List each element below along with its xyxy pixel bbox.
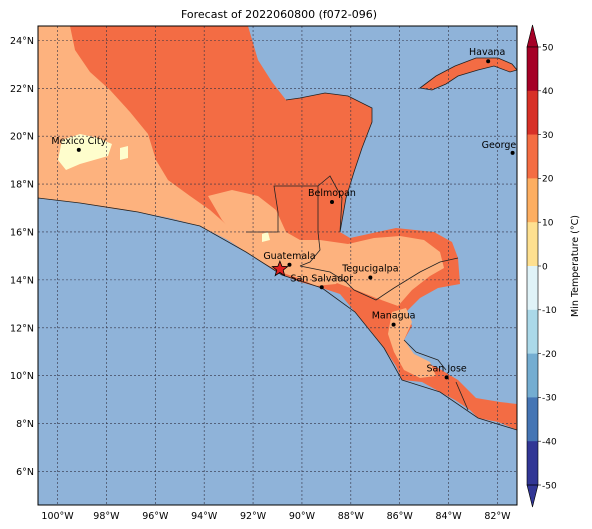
colorbar-segment [527,441,538,486]
colorbar: 50 40 30 20 10 0 -10 -20 -30 -40 -50 [526,24,557,508]
latitude-label: 20°N [10,132,34,143]
longitude-label: 100°W [41,511,74,522]
city-label: Guatemala [263,251,315,262]
band-spot-mexico-plateau [58,134,112,170]
colorbar-segment [527,90,538,135]
city-dot [510,150,515,155]
city-dot [444,375,449,380]
map-frame [37,25,518,506]
city-dot [287,262,292,267]
colorbar-tick-label: -30 [542,394,557,404]
city-markers: Havana Mexico City George Tov Belmopan Guate… [51,47,536,380]
colorbar-extend-bottom [526,484,539,508]
border-honduras-elsalvador [299,265,355,291]
border-guatemala-honduras [299,231,321,267]
longitude-label: 88°W [338,511,365,522]
map-panel: Havana Mexico City George Tov Belmopan Guate… [38,26,536,505]
longitude-label: 96°W [142,511,169,522]
colorbar-segment [527,309,538,354]
colorbar-tick-label: -10 [542,306,557,316]
longitude-label: 84°W [435,511,462,522]
colorbar-tick-label: 0 [542,262,548,272]
colorbar-segment [527,353,538,398]
latitude-label: 14°N [10,275,34,286]
city-dot [391,322,396,327]
city-dot [329,200,334,205]
latitude-label: 12°N [10,323,34,334]
colorbar-tick-label: 10 [542,219,554,229]
colorbar-label: Min Temperature (°C) [570,215,581,317]
colorbar-segment [527,47,538,92]
colorbar-tick-label: -20 [542,350,557,360]
city-label: George Tov [482,140,536,151]
city-dot [319,285,324,290]
latitude-label: 16°N [10,227,34,238]
highlight-star-marker [271,259,289,277]
band-spot-guatemala [262,232,270,242]
latitude-tick-labels: 24°N 22°N 20°N 18°N 16°N 14°N 12°N 10°N 8°N 6°N [10,36,34,478]
band-region-guatemala-highlands [208,190,444,306]
latitude-label: 10°N [10,371,34,382]
city-label: Havana [469,47,505,58]
temperature-band-0-10 [58,134,270,242]
colorbar-tick-label: 40 [542,87,554,97]
city-label: San Jose [426,363,466,374]
colorbar-tick-label: -50 [542,481,557,491]
colorbar-tick-label: 20 [542,175,554,185]
longitude-label: 86°W [387,511,414,522]
colorbar-tick-label: 50 [542,43,554,53]
colorbar-segment [527,397,538,442]
coastline-yucatan [285,92,373,233]
city-label: San Salvador [290,273,353,284]
latitude-label: 8°N [16,419,34,430]
longitude-label: 90°W [289,511,316,522]
colorbar-tick-label: -40 [542,438,557,448]
colorbar-segment [527,178,538,223]
longitude-tick-labels: 100°W 98°W 96°W 94°W 92°W 90°W 88°W 86°W 84°W 82°… [41,511,511,522]
border-belize [317,175,343,233]
figure-title: Forecast of 2022060800 (f072-096) [181,8,377,21]
longitude-label: 82°W [484,511,511,522]
city-dot [368,275,373,280]
band-spot-mexico-small [120,146,128,160]
city-dot [76,147,81,152]
latitude-label: 22°N [10,84,34,95]
band-region-nicaragua [388,308,436,378]
colorbar-segment [527,222,538,267]
city-label: Mexico City [51,136,106,147]
latitude-label: 24°N [10,36,34,47]
longitude-label: 98°W [93,511,120,522]
city-label: Managua [372,311,416,322]
border-mexico-guatemala [246,185,319,233]
colorbar-extend-top [526,24,539,48]
coastline-cuba [419,57,517,91]
colorbar-segment [527,266,538,311]
city-dot [486,59,491,64]
city-label: Tegucigalpa [341,263,398,274]
border-nicaragua-costarica [403,339,447,371]
longitude-label: 92°W [240,511,267,522]
longitude-label: 94°W [191,511,218,522]
latitude-label: 6°N [16,467,34,478]
border-costarica-panama [455,381,469,411]
colorbar-tick-label: 30 [542,131,554,141]
colorbar-segment [527,134,538,179]
city-label: Belmopan [308,188,356,199]
latitude-label: 18°N [10,180,34,191]
